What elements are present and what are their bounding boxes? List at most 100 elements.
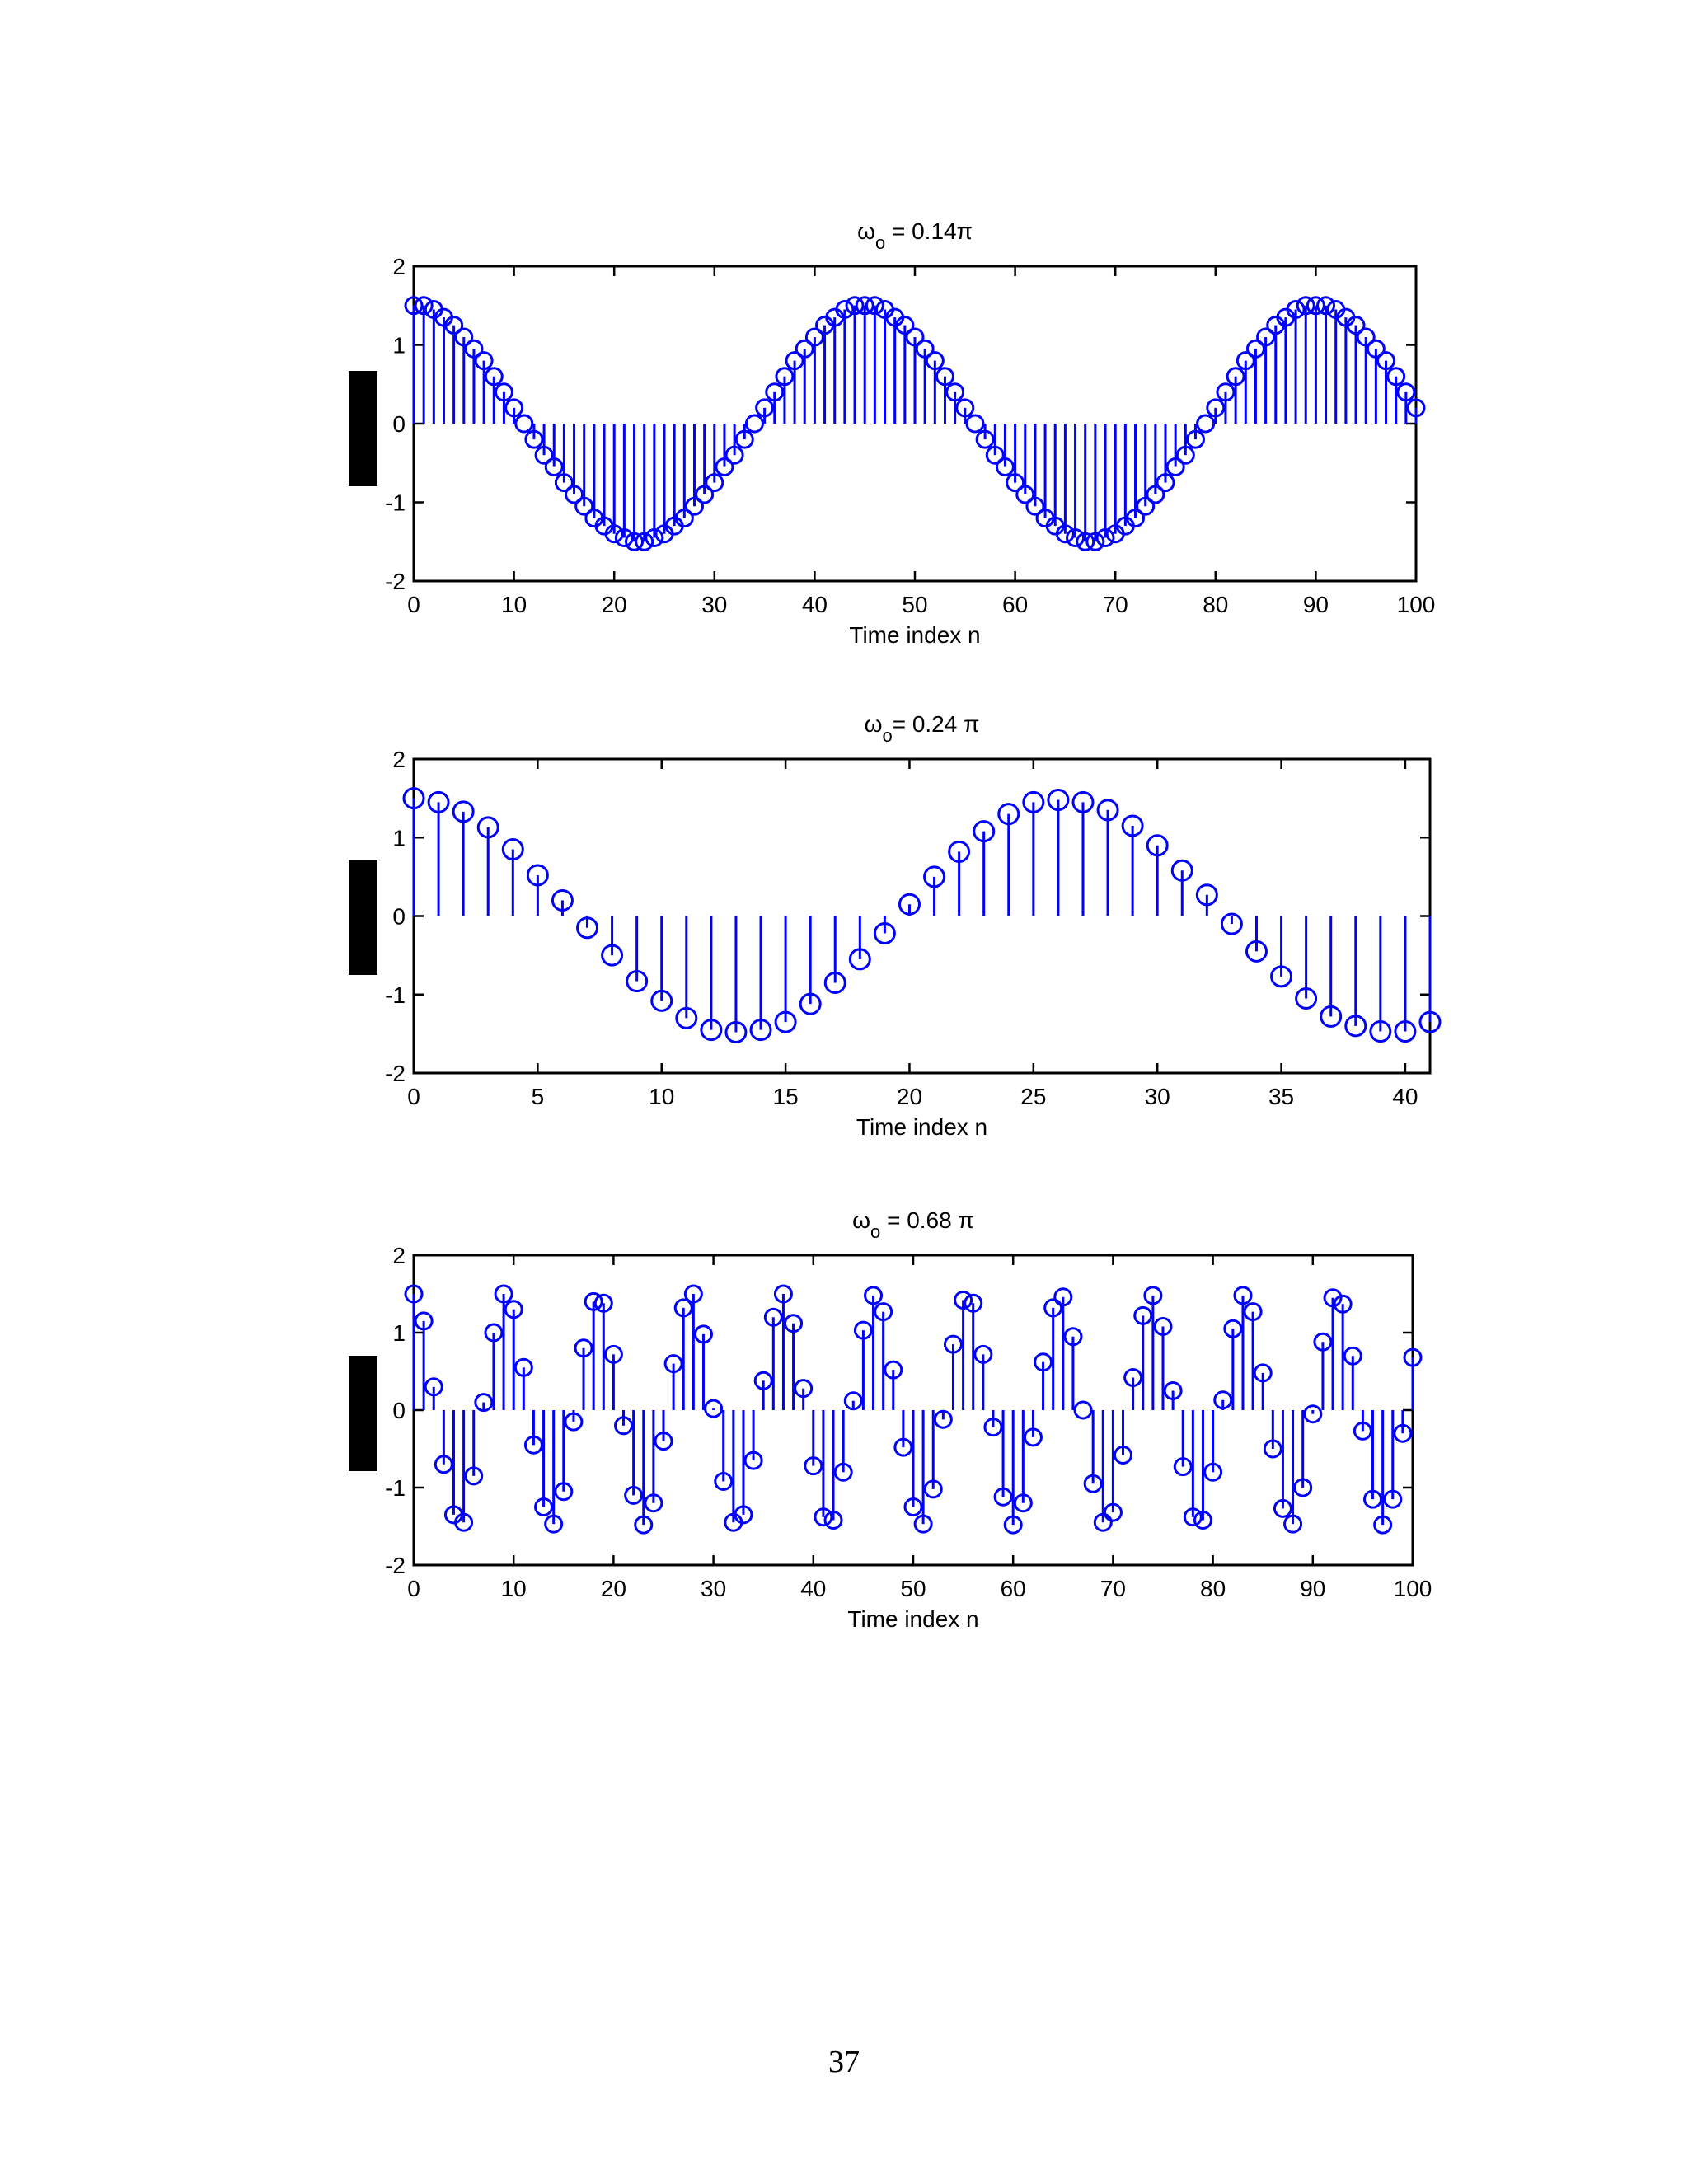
stem-marker (1121, 814, 1144, 837)
stem-marker (574, 496, 594, 516)
stem-marker (855, 296, 874, 316)
x-tick-label: 30 (701, 1576, 726, 1601)
stem-marker (564, 1412, 584, 1432)
stem-marker (414, 296, 434, 316)
stem-marker (913, 1514, 933, 1534)
stem-marker (1055, 524, 1075, 544)
stem-marker (1216, 382, 1236, 402)
y-tick-label: -2 (385, 1553, 406, 1578)
y-tick-label: 2 (392, 747, 406, 772)
x-tick-label: 80 (1200, 1576, 1226, 1601)
stem-marker (1396, 382, 1416, 402)
stem-marker (1253, 1363, 1273, 1383)
stem-marker (673, 1298, 693, 1318)
stem-marker (404, 296, 424, 316)
stem-marker (823, 1510, 843, 1530)
stem-marker (1293, 1478, 1313, 1497)
stem-marker (524, 429, 544, 449)
y-tick-label: 0 (392, 1398, 406, 1423)
stem-marker (923, 1479, 943, 1499)
stem-marker (576, 916, 599, 940)
stem-marker (1366, 339, 1386, 359)
stem-marker (1146, 485, 1165, 504)
y-tick-label: 2 (392, 254, 406, 279)
stem-marker (873, 921, 896, 944)
stem-marker (476, 816, 499, 839)
stem-marker (983, 1418, 1003, 1437)
stem-marker (624, 1485, 644, 1505)
stem-marker (884, 1360, 903, 1380)
stem-marker (724, 445, 744, 465)
stem-marker (1283, 1514, 1303, 1534)
stem-marker (1263, 1439, 1282, 1459)
stem-marker (874, 1302, 893, 1322)
stem-marker (1073, 1400, 1093, 1420)
stem-marker (1165, 457, 1185, 477)
stem-marker (955, 398, 975, 418)
stem-marker (1123, 1368, 1143, 1388)
stem-marker (933, 1409, 953, 1429)
title-rest: = 0.14π (885, 218, 973, 244)
margin-bar-1 (349, 371, 377, 486)
x-tick-label: 15 (773, 1084, 799, 1109)
stem-marker (1085, 532, 1105, 551)
stem-marker (1343, 1346, 1362, 1366)
x-tick-label: 70 (1103, 592, 1128, 617)
stem-marker (1025, 496, 1045, 516)
stem-marker (1306, 296, 1325, 316)
y-tick-label: -1 (385, 982, 406, 1008)
stem-marker (1013, 1493, 1033, 1513)
margin-bar-2 (349, 860, 377, 975)
stem-marker (775, 367, 795, 387)
stem-marker (1383, 1489, 1403, 1509)
stem-marker (675, 1006, 698, 1029)
x-tick-label: 5 (532, 1084, 545, 1109)
stem-marker (905, 327, 925, 347)
stem-marker (504, 1300, 523, 1319)
stem-marker (454, 327, 474, 347)
stem-marker (1193, 1510, 1212, 1530)
y-tick-label: 1 (392, 825, 406, 851)
stem-marker (554, 1482, 574, 1502)
stem-marker (634, 1515, 654, 1535)
stem-marker (943, 1334, 963, 1354)
page-number: 37 (828, 2045, 860, 2079)
stem-marker (1163, 1381, 1183, 1400)
x-tick-label: 100 (1397, 592, 1436, 617)
stem-marker (804, 1456, 823, 1476)
x-tick-label: 90 (1303, 592, 1329, 617)
title-rest: = 0.24 π (893, 711, 980, 737)
title-omega: ω (852, 1207, 870, 1233)
stem-marker (923, 865, 946, 888)
stem-marker (743, 1451, 763, 1470)
stem-marker (1203, 1462, 1223, 1482)
stem-marker (1356, 327, 1376, 347)
stem-marker (1015, 485, 1035, 504)
stem-marker (1376, 351, 1396, 371)
stem-marker (1053, 1287, 1073, 1307)
stem-marker (714, 1471, 734, 1491)
stem-marker (763, 1307, 783, 1327)
stem-marker (794, 1379, 814, 1399)
stem-marker (753, 1371, 773, 1390)
stem-marker (534, 445, 554, 465)
stem-marker (484, 367, 504, 387)
stem-marker (1270, 965, 1293, 988)
stem-marker (534, 1497, 554, 1516)
x-tick-label: 70 (1100, 1576, 1126, 1601)
x-tick-label: 0 (407, 592, 420, 617)
y-tick-label: -2 (385, 1061, 406, 1086)
stem-marker (584, 1291, 603, 1311)
stem-marker (1103, 1502, 1123, 1522)
x-tick-label: 90 (1300, 1576, 1325, 1601)
stem-marker (454, 1512, 474, 1532)
x-axis-label: Time index n (847, 1606, 978, 1632)
stem-marker (1076, 532, 1095, 551)
stem-marker (1095, 527, 1115, 547)
stem-marker (695, 485, 715, 504)
stem-marker (1313, 1332, 1333, 1352)
stem-marker (903, 1497, 923, 1516)
stem-marker (663, 1354, 683, 1374)
stem-marker (975, 429, 995, 449)
stem-marker (774, 1010, 797, 1033)
